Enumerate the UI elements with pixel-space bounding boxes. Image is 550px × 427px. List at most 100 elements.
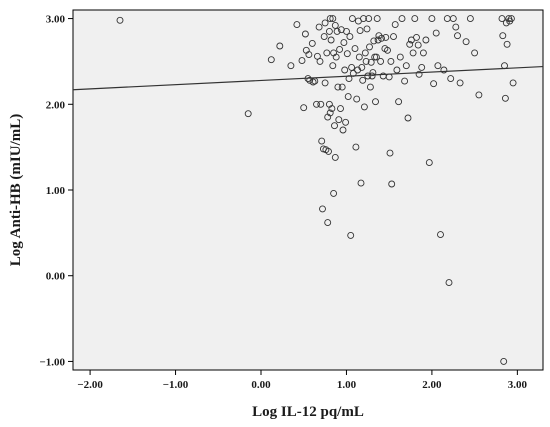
data-point [359,76,367,84]
data-point [507,15,515,23]
data-point [305,51,313,59]
y-tick-label: 0.00 [46,271,66,283]
data-point [343,27,350,35]
data-point [341,66,349,74]
data-point [415,70,423,78]
y-axis-title: Log Anti-HB (mIU/mL) [8,114,24,267]
data-point [353,95,361,103]
data-point [374,36,382,44]
data-point [325,147,332,155]
data-point [509,79,517,87]
data-point [398,15,406,23]
data-point [315,23,323,31]
x-tick-label: 2.00 [422,379,442,391]
data-point [440,66,448,74]
data-point [372,98,379,106]
data-point [301,30,309,38]
data-point [352,143,360,151]
data-point [498,15,506,23]
data-point [471,49,479,57]
data-point [338,83,346,91]
data-point [370,37,378,45]
data-point [333,27,341,35]
data-point [319,205,326,213]
data-point [377,57,385,65]
data-point [328,105,336,113]
plot-area [72,9,544,371]
data-point [313,100,320,108]
data-point [391,21,399,29]
data-point [332,53,340,61]
data-point [428,15,436,23]
data-point [411,15,419,23]
data-point [445,279,453,287]
data-point [358,63,366,71]
data-point [393,66,401,74]
data-point [337,105,344,113]
data-point [372,53,380,61]
data-point [336,45,344,53]
data-point [293,21,301,29]
data-point [404,114,412,122]
data-point [402,62,410,70]
data-point [373,15,381,23]
data-point [418,63,426,71]
y-tick-label: −1.00 [39,356,65,368]
data-point [367,58,375,66]
data-point [342,118,350,126]
data-point [356,27,364,35]
data-point [378,34,385,42]
data-point [329,15,337,23]
data-point [425,159,433,167]
data-point [331,153,339,161]
data-point [287,62,295,70]
data-point [362,57,370,65]
data-point [501,94,509,102]
data-point [318,137,326,145]
data-point [308,39,316,47]
data-point [382,33,390,41]
data-point [406,40,414,48]
data-point [300,104,308,112]
data-point [298,57,306,65]
data-point [355,53,363,61]
data-point [422,36,430,44]
data-point [276,42,284,50]
data-point [348,15,356,23]
data-point [323,49,331,57]
data-point [339,126,347,134]
data-point [357,179,365,187]
data-point [334,83,342,91]
data-point [369,69,377,77]
y-tick-label: 3.00 [46,14,66,26]
data-point [324,219,332,227]
y-tick-label: 1.00 [46,185,66,197]
data-point [366,83,374,91]
data-point [432,29,440,37]
data-point [395,98,403,106]
data-point [331,122,338,130]
data-point [329,62,337,70]
data-point [462,38,470,46]
data-point [306,76,314,84]
data-point [327,36,335,44]
data-point [475,91,483,99]
data-point [321,79,329,87]
data-point [320,33,328,41]
data-point [401,77,409,85]
data-point [384,46,391,54]
data-point [452,23,460,31]
data-point [351,45,359,53]
data-point [340,39,348,47]
data-point [388,180,396,188]
data-point [331,21,339,29]
x-tick-label: 1.00 [337,379,357,391]
data-point [346,33,354,41]
data-point [419,49,427,57]
data-point [437,231,444,239]
x-axis: −2.00 −1.00 0.00 1.00 2.00 3.00 [77,370,527,391]
fit-line [72,65,544,91]
y-axis: −1.00 0.00 1.00 2.00 3.00 [39,14,73,368]
data-point [503,40,511,48]
